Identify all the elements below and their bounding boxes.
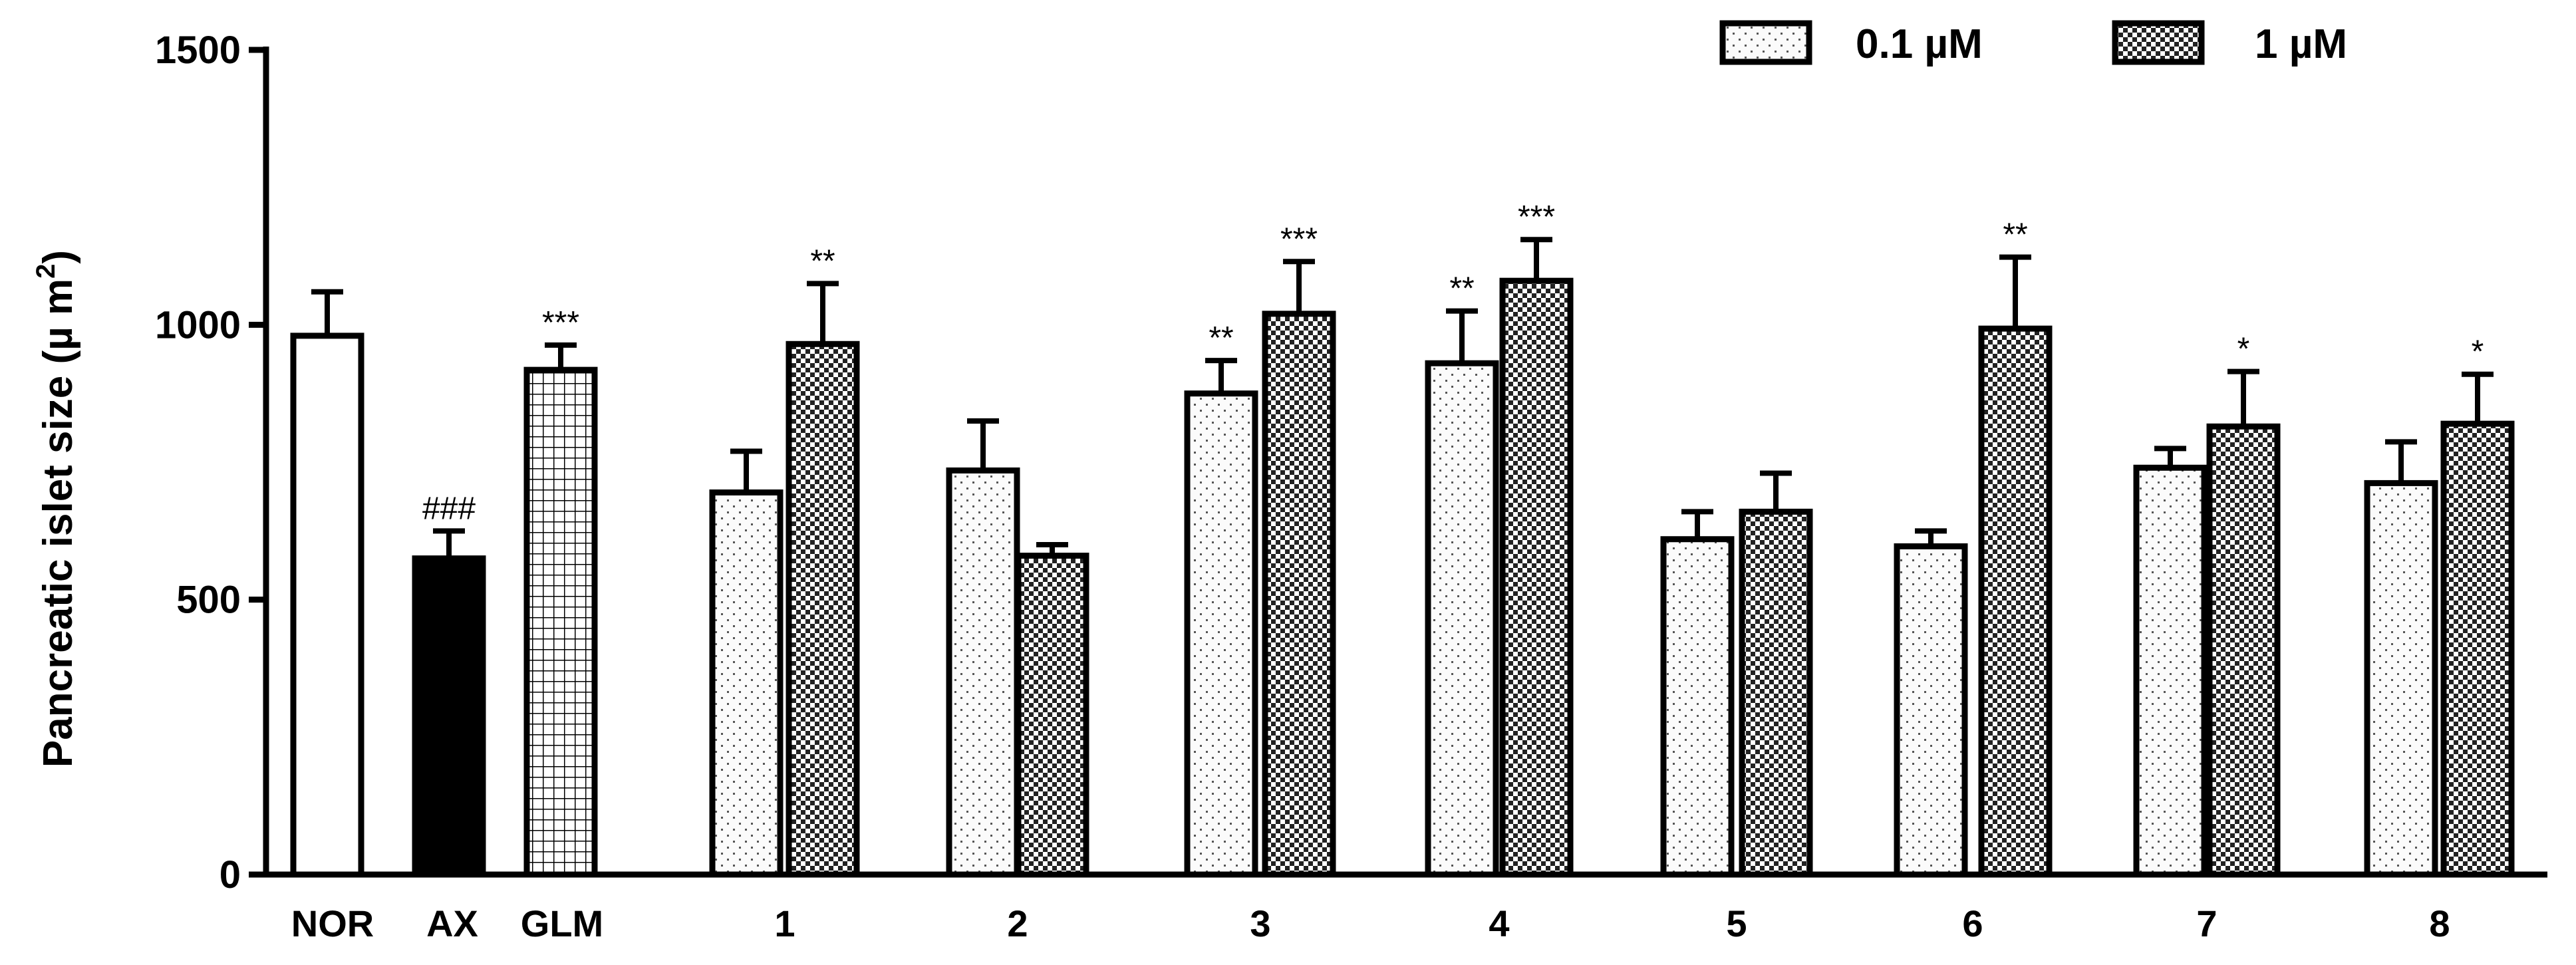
bar-GLM-grid <box>523 366 598 878</box>
legend-label-0.1uM: 0.1 µM <box>1856 21 1983 67</box>
category-label: 1 <box>774 902 795 944</box>
legend-swatch-0.1uM <box>1719 20 1812 65</box>
bars: ###*************** *** * <box>290 200 2515 878</box>
bar-AX-black <box>412 555 486 878</box>
category-label: 7 <box>2196 902 2217 944</box>
bar-8-checker <box>2440 420 2515 878</box>
bar-3-checker <box>1262 311 1336 878</box>
category-label: AX <box>426 902 478 944</box>
category-label: GLM <box>521 902 603 944</box>
significance-label: *** <box>1280 221 1318 257</box>
legend-label-1uM: 1 µM <box>2255 21 2347 67</box>
bar-5-dots <box>1660 536 1735 878</box>
significance-label: *** <box>542 305 579 341</box>
category-label: 6 <box>1962 902 1983 944</box>
bar-1-checker <box>786 341 860 878</box>
bar-5-checker <box>1739 508 1813 878</box>
category-label: 8 <box>2429 902 2450 944</box>
bar-7-dots <box>2133 464 2208 878</box>
y-axis-label: Pancreatic islet size (µ m2) <box>31 250 81 767</box>
significance-label: ** <box>1209 321 1233 356</box>
legend-swatch-1uM <box>2112 20 2205 65</box>
y-axis-label-sup: 2 <box>31 264 61 279</box>
bar-1-dots <box>709 489 784 878</box>
y-axis-label-close: ) <box>35 250 81 264</box>
bar-7-checker <box>2206 423 2281 878</box>
bar-NOR-white <box>290 333 364 878</box>
bar-2-dots <box>946 467 1020 878</box>
y-tick-label: 0 <box>219 853 241 896</box>
significance-label: ### <box>422 491 476 526</box>
significance-label: ** <box>2003 217 2027 253</box>
bar-2-checker <box>1015 553 1089 878</box>
category-label: NOR <box>291 902 374 944</box>
y-tick-label: 1000 <box>155 303 241 346</box>
y-tick-label: 500 <box>176 579 241 622</box>
category-label: 5 <box>1726 902 1747 944</box>
category-label: 3 <box>1250 902 1270 944</box>
significance-label: *** <box>1518 200 1555 235</box>
bar-6-dots <box>1894 543 1968 878</box>
bar-6-checker <box>1978 325 2053 878</box>
y-axis-label-main: Pancreatic islet size (µ m <box>35 279 81 767</box>
bar-3-dots <box>1184 390 1258 878</box>
category-label: 4 <box>1489 902 1509 944</box>
significance-label: ** <box>1449 271 1474 307</box>
legend: 0.1 µM 1 µM <box>1719 20 2347 67</box>
bar-4-dots <box>1425 360 1499 878</box>
bar-4-checker <box>1499 277 1574 878</box>
significance-label: ** <box>810 243 835 279</box>
category-label: 2 <box>1007 902 1028 944</box>
bar-8-dots <box>2364 480 2438 878</box>
significance-label: * <box>2472 335 2484 370</box>
category-labels: NOR AX GLM 1 2 3 4 5 6 7 8 <box>291 902 2450 944</box>
significance-label: * <box>2237 332 2250 367</box>
y-tick-label: 1500 <box>155 29 241 72</box>
